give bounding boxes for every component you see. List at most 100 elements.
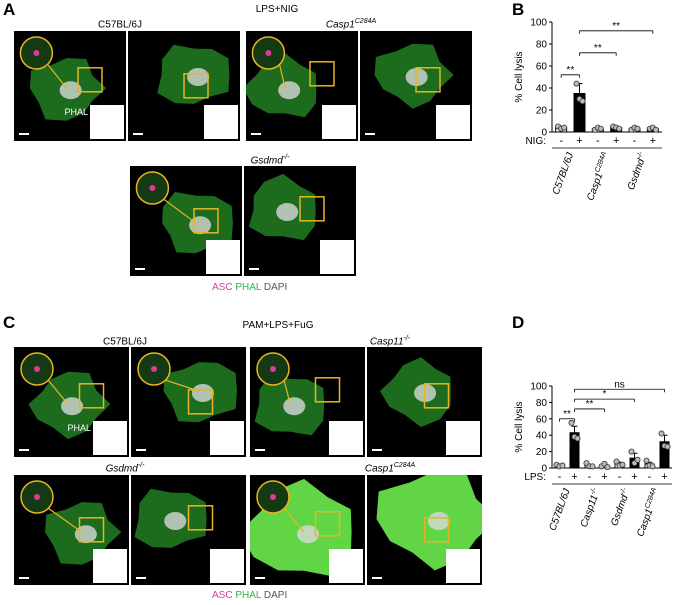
micrograph-a-c57-1: PHAL: [14, 31, 126, 141]
asc-speck: [34, 366, 40, 372]
phal-inset: [446, 549, 480, 583]
micrograph-a-c57-2: [128, 31, 240, 141]
significance-label: *: [603, 389, 607, 400]
scale-bar: [251, 133, 261, 135]
nucleus: [191, 384, 214, 402]
scale-bar: [135, 268, 145, 270]
treatment-value: +: [576, 135, 582, 147]
micrograph-c-casp11-2: [367, 347, 482, 457]
phal-inset: [210, 421, 244, 455]
treatment-value: -: [633, 135, 637, 147]
data-point: [658, 430, 665, 437]
data-point: [664, 443, 671, 450]
micrograph-c-casp11-1: [250, 347, 365, 457]
micrograph-c-gsdmd-1: [14, 475, 129, 585]
phal-inset: [320, 240, 354, 274]
panel-c-title-c57: C57BL/6J: [103, 336, 147, 348]
micrograph-a-casp1-2: [360, 31, 472, 141]
significance-label: **: [594, 43, 602, 54]
asc-speck: [33, 50, 40, 56]
data-point: [574, 435, 581, 442]
panel-a-legend: ASC PHAL DAPI: [212, 282, 288, 293]
data-point: [628, 448, 635, 455]
zoom-connector: [163, 198, 197, 224]
group-label: Casp1C284A: [634, 487, 663, 539]
treatment-value: -: [618, 471, 622, 483]
phal-inset: [93, 421, 127, 455]
zoom-connector: [47, 379, 69, 405]
nucleus: [283, 397, 306, 416]
zoom-connector: [283, 379, 291, 405]
treatment-value: +: [613, 135, 619, 147]
panel-c-title-casp1: Casp1C284A: [364, 462, 416, 475]
data-point: [597, 125, 604, 132]
zoom-box: [309, 61, 335, 87]
phal-inset: [446, 421, 480, 455]
phal-inset: [210, 549, 244, 583]
panel-c-title-gsdmd: Gsdmd-/-: [105, 462, 145, 475]
panel-label-d: D: [512, 313, 525, 332]
y-tick-label: 40: [536, 431, 548, 442]
scale-bar: [365, 133, 375, 135]
asc-speck: [149, 185, 156, 191]
group-label: C57BL/6J: [551, 150, 577, 196]
zoom-box: [314, 377, 341, 403]
treatment-value: -: [588, 471, 592, 483]
treatment-value: +: [631, 471, 637, 483]
asc-speck: [270, 366, 276, 372]
zoom-box: [193, 208, 219, 234]
y-axis-label: % Cell lysis: [514, 51, 525, 102]
group-label: Casp1C284A: [584, 151, 613, 203]
significance-label: ns: [614, 379, 625, 390]
panel-a-title-gsdmd: Gsdmd-/-: [250, 154, 290, 167]
panel-a-title-casp1: Casp1C284A: [325, 18, 377, 31]
zoom-box: [183, 73, 209, 99]
y-tick-label: 20: [536, 447, 548, 458]
data-point: [561, 124, 568, 131]
panel-label-b: B: [512, 0, 525, 19]
treatment-value: +: [571, 471, 577, 483]
treatment-value: -: [558, 471, 562, 483]
zoom-box: [423, 383, 450, 409]
scale-bar: [136, 577, 146, 579]
panel-a-condition: LPS+NIG: [255, 4, 299, 15]
data-point: [616, 125, 623, 132]
data-point: [634, 456, 641, 463]
data-point: [649, 463, 656, 470]
data-point: [613, 458, 620, 465]
micrograph-c-c57-1: PHAL: [14, 347, 129, 457]
data-point: [604, 464, 611, 471]
zoom-box: [415, 67, 441, 93]
zoom-box: [78, 383, 105, 409]
panel-c-condition: PAM+LPS+FuG: [242, 320, 314, 331]
group-label: C57BL/6J: [547, 486, 573, 532]
zoom-box: [423, 517, 450, 543]
micrograph-a-gsdmd-2: [244, 166, 356, 276]
phal-inset: [204, 105, 238, 139]
phal-inset: [322, 105, 356, 139]
zoom-connector: [47, 507, 83, 533]
group-label: Casp11-/-: [578, 486, 603, 529]
scale-bar: [372, 449, 382, 451]
y-tick-label: 80: [536, 40, 548, 51]
y-tick-label: 60: [536, 414, 548, 425]
data-point: [589, 463, 596, 470]
phal-inset: [436, 105, 470, 139]
treatment-value: +: [650, 135, 656, 147]
y-tick-label: 60: [536, 62, 548, 73]
nucleus: [189, 216, 212, 235]
group-label: Gsdmd-/-: [625, 150, 650, 191]
scale-bar: [255, 577, 265, 579]
data-point: [619, 461, 626, 468]
scale-bar: [19, 449, 29, 451]
data-point: [652, 126, 659, 133]
scale-bar: [136, 449, 146, 451]
asc-speck: [151, 366, 157, 372]
micrograph-c-casp1-2: [367, 475, 482, 585]
nucleus: [427, 512, 450, 530]
scale-bar: [19, 577, 29, 579]
y-tick-label: 100: [530, 18, 547, 29]
zoom-box: [299, 196, 325, 222]
zoom-connector: [278, 63, 286, 89]
panel-a-title-c57: C57BL/6J: [98, 19, 142, 31]
